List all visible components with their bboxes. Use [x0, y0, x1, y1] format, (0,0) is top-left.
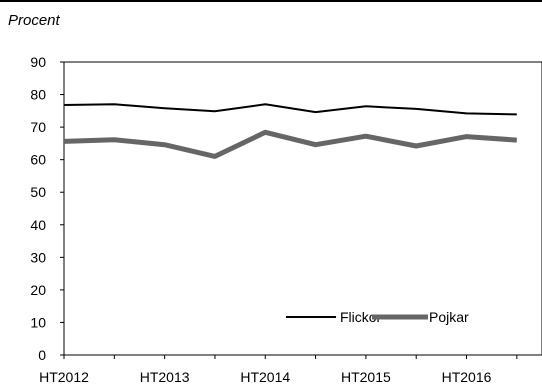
- y-tick-label: 20: [30, 282, 46, 298]
- y-axis-unit-label: Procent: [8, 12, 60, 29]
- x-axis: HT2012 HT2013 HT2014 HT2015 HT2016: [39, 355, 518, 385]
- y-tick-label: 70: [30, 119, 46, 135]
- legend: Flickor Pojkar: [286, 309, 469, 325]
- y-tick-label: 0: [38, 347, 46, 363]
- x-tick-label: HT2012: [39, 369, 89, 385]
- x-tick-label: HT2014: [240, 369, 290, 385]
- series-line-pojkar: [63, 129, 517, 159]
- top-rule: [0, 0, 542, 2]
- y-tick-label: 30: [30, 249, 46, 265]
- y-tick-label: 40: [30, 217, 46, 233]
- y-tick-label: 90: [30, 54, 46, 70]
- x-tick-label: HT2015: [341, 369, 391, 385]
- y-tick-label: 10: [30, 314, 46, 330]
- y-axis: 0 10 20 30 40 50 60 70 80 90: [30, 54, 64, 363]
- x-tick-label: HT2013: [140, 369, 190, 385]
- y-tick-label: 80: [30, 87, 46, 103]
- series-line-flickor: [63, 103, 517, 116]
- y-tick-label: 60: [30, 152, 46, 168]
- legend-label-pojkar: Pojkar: [429, 309, 469, 325]
- series-group: [63, 103, 517, 159]
- x-tick-label: HT2016: [442, 369, 492, 385]
- y-tick-label: 50: [30, 184, 46, 200]
- plot-frame: [63, 61, 542, 356]
- legend-label-flickor: Flickor: [340, 309, 382, 325]
